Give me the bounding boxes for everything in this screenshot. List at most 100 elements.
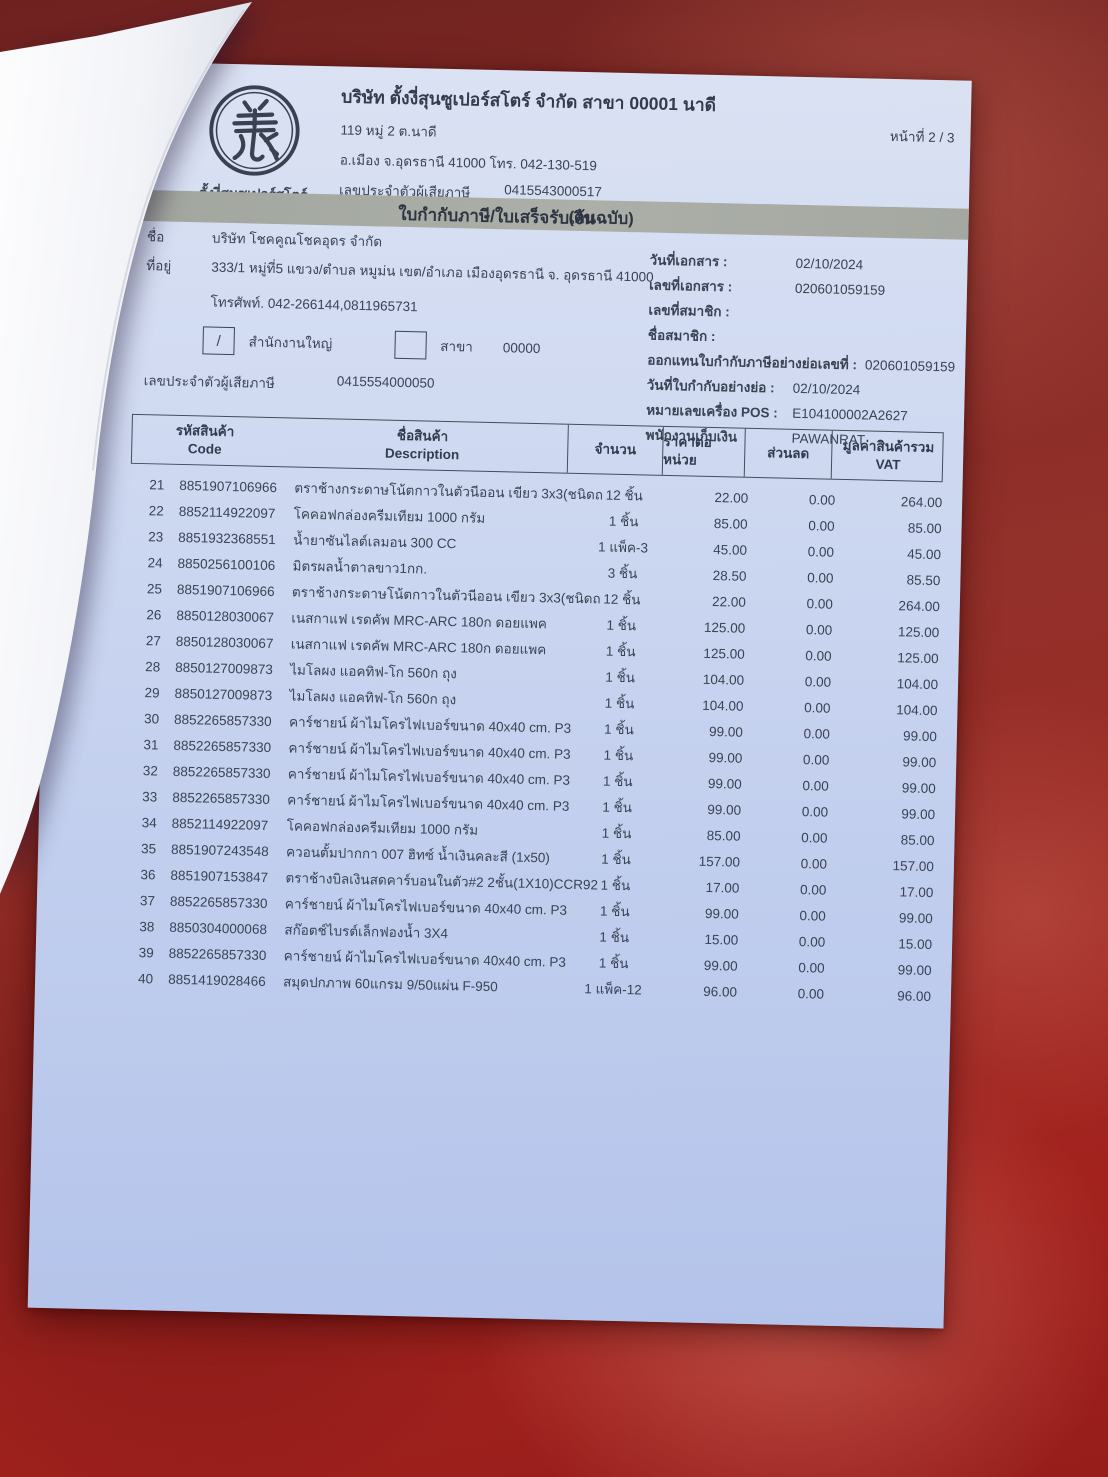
row-number: 40 — [137, 970, 154, 986]
item-quantity: 1 ชิ้น — [598, 955, 629, 972]
item-discount: 0.00 — [800, 855, 828, 872]
seller-logo: ตั้งงี่สุนซูเปอร์สโตร์ — [161, 80, 348, 206]
item-discount: 0.00 — [801, 803, 829, 820]
item-total: 85.00 — [900, 831, 935, 848]
item-quantity: 1 ชิ้น — [600, 877, 631, 894]
item-discount: 0.00 — [798, 959, 825, 976]
seller-company-name: บริษัท ตั้งงี่สุนซูเปอร์สโตร์ จำกัด สาขา… — [341, 86, 717, 115]
item-quantity: 1 ชิ้น — [601, 851, 632, 868]
item-code: 8851419028466 — [168, 971, 266, 989]
item-quantity: 1 ชิ้น — [601, 825, 632, 842]
doc-info-row: ออกแทนใบกำกับภาษีอย่างย่อเลขที่ : 020601… — [647, 351, 959, 375]
copy-type-label: (ต้นฉบับ) — [568, 208, 634, 229]
item-unit-price: 99.00 — [708, 749, 743, 766]
item-total: 99.00 — [902, 753, 937, 770]
item-total: 96.00 — [897, 987, 932, 1004]
doc-info-label: หมายเลขเครื่อง POS : — [646, 402, 778, 421]
item-discount: 0.00 — [798, 933, 826, 950]
item-unit-price: 15.00 — [704, 931, 739, 948]
item-unit-price: 104.00 — [702, 697, 744, 714]
item-total: 99.00 — [901, 805, 936, 822]
item-total: 104.00 — [896, 701, 938, 718]
doc-info-value: 020601059159 — [794, 280, 886, 298]
item-code: 8852265857330 — [168, 945, 267, 963]
item-quantity: 1 ชิ้น — [606, 617, 637, 634]
doc-info-label: วันที่เอกสาร : — [649, 252, 728, 270]
seller-address-line1: 119 หมู่ 2 ต.นาดี — [340, 122, 437, 140]
item-quantity: 1 ชิ้น — [605, 669, 636, 686]
item-unit-price: 99.00 — [703, 957, 738, 974]
doc-info-label: เลขที่สมาชิก : — [648, 302, 730, 320]
item-discount: 0.00 — [801, 829, 828, 846]
item-unit-price: 28.50 — [712, 567, 747, 584]
doc-info-label: เลขที่เอกสาร : — [648, 277, 733, 295]
item-discount: 0.00 — [802, 777, 829, 794]
page-number: หน้าที่ 2 / 3 — [889, 128, 955, 146]
item-total: 157.00 — [892, 857, 935, 874]
row-number: 39 — [138, 944, 154, 960]
item-total: 125.00 — [897, 649, 939, 666]
item-unit-price: 125.00 — [703, 645, 745, 662]
item-total: 99.00 — [898, 909, 933, 926]
doc-info-value: 02/10/2024 — [792, 380, 861, 398]
row-number: 38 — [139, 918, 155, 934]
item-quantity: 1 แพ็ค-12 — [584, 981, 642, 998]
item-unit-price: 22.00 — [714, 489, 749, 506]
item-discount: 0.00 — [807, 569, 834, 586]
yi-seal-icon — [209, 85, 300, 176]
item-description: สมุดปกภาพ 60แกรม 9/50แผ่น F-950 — [282, 974, 498, 995]
doc-info-row: หมายเลขเครื่อง POS : E104100002A2627 — [646, 401, 958, 425]
item-total: 17.00 — [899, 883, 934, 900]
item-total: 85.00 — [907, 519, 942, 536]
item-unit-price: 22.00 — [711, 593, 747, 610]
item-discount: 0.00 — [804, 699, 831, 716]
item-discount: 0.00 — [799, 907, 826, 924]
doc-info-row: วันที่ใบกำกับอย่างย่อ : 02/10/2024 — [647, 376, 959, 400]
item-quantity: 1 ชิ้น — [605, 643, 636, 660]
item-quantity: 1 ชิ้น — [599, 929, 630, 946]
doc-info-row: เลขที่สมาชิก : — [648, 302, 960, 326]
doc-info-row: ชื่อสมาชิก : — [648, 327, 960, 351]
item-discount: 0.00 — [797, 985, 825, 1002]
item-unit-price: 99.00 — [707, 775, 742, 792]
item-total: 104.00 — [896, 675, 939, 692]
item-quantity: 1 ชิ้น — [604, 695, 635, 712]
item-unit-price: 45.00 — [713, 541, 748, 558]
branch-number: 00000 — [502, 339, 541, 356]
doc-info-label: ออกแทนใบกำกับภาษีอย่างย่อเลขที่ : — [647, 352, 858, 373]
item-discount: 0.00 — [799, 881, 827, 898]
doc-info-value: 020601059159 — [864, 357, 956, 375]
item-unit-price: 157.00 — [698, 853, 741, 870]
item-total: 99.00 — [897, 961, 932, 978]
item-unit-price: 17.00 — [705, 879, 740, 896]
item-quantity: 1 ชิ้น — [608, 513, 639, 530]
seller-address-line2: อ.เมือง จ.อุดรธานี 41000 โทร. 042-130-51… — [339, 152, 598, 174]
header-discount: ส่วนลด — [743, 428, 832, 479]
item-quantity: 1 ชิ้น — [603, 721, 634, 738]
item-quantity: 1 แพ็ค-3 — [597, 539, 649, 556]
item-unit-price: 85.00 — [706, 827, 741, 844]
item-code: 8850304000068 — [169, 919, 268, 937]
invoice-sheet: ตั้งงี่สุนซูเปอร์สโตร์ บริษัท ตั้งงี่สุน… — [27, 60, 972, 1329]
item-total: 99.00 — [902, 727, 938, 744]
item-unit-price: 99.00 — [707, 801, 742, 818]
item-quantity: 1 ชิ้น — [599, 903, 630, 920]
item-unit-price: 99.00 — [708, 723, 744, 740]
doc-info-row: เลขที่เอกสาร : 020601059159 — [649, 277, 961, 301]
branch-label: สาขา — [440, 338, 474, 355]
item-quantity: 1 ชิ้น — [602, 773, 633, 790]
header-quantity: จำนวน — [566, 424, 663, 475]
header-unit-price: ราคาต่อหน่วย — [661, 426, 745, 477]
folded-page-corner — [0, 2, 252, 894]
item-quantity: 1 ชิ้น — [603, 747, 634, 764]
item-total: 99.00 — [901, 779, 936, 796]
item-total: 264.00 — [900, 493, 943, 510]
doc-info-value: E104100002A2627 — [792, 405, 908, 424]
item-unit-price: 85.00 — [713, 515, 748, 532]
item-unit-price: 104.00 — [702, 671, 745, 688]
seller-header: บริษัท ตั้งงี่สุนซูเปอร์สโตร์ จำกัด สาขา… — [339, 82, 902, 213]
item-unit-price: 99.00 — [704, 905, 739, 922]
item-total: 264.00 — [898, 597, 941, 614]
item-unit-price: 125.00 — [703, 619, 746, 636]
